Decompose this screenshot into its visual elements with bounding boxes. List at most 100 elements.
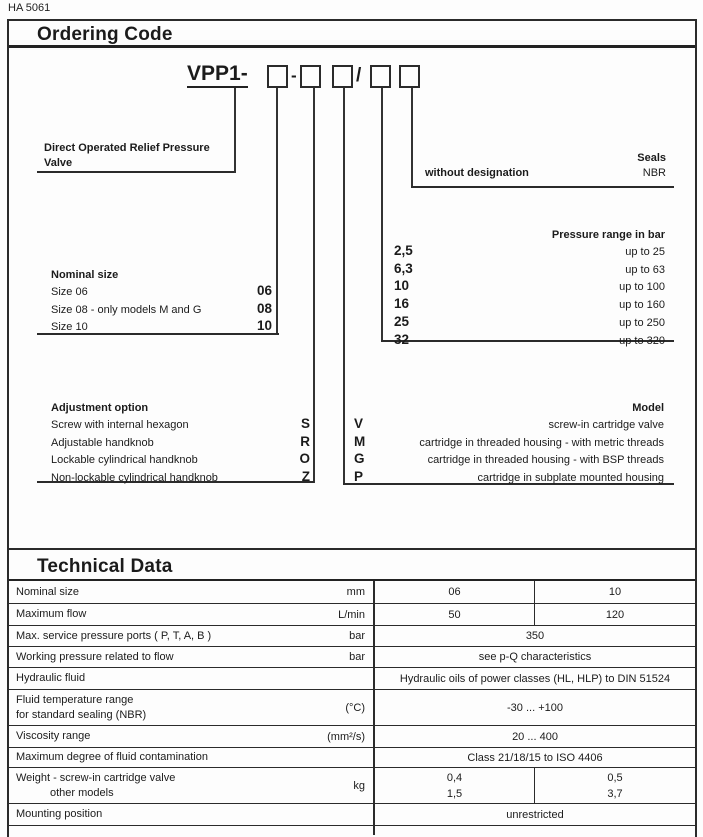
value-span: Hydraulic oils of power classes (HL, HLP… [399,672,671,685]
pressure-code: 2,5 [394,243,413,258]
param-unit: mm [346,586,365,598]
table-row-maximum-flow: Maximum flow L/min 50 120 [9,604,695,626]
valve-label-line1: Direct Operated Relief Pressure [44,142,210,154]
seals-header: Seals [637,152,666,164]
connector-line-nominal [276,88,278,335]
pressure-label: up to 100 [619,281,665,294]
pressure-row: 25 up to 250 [394,314,665,332]
nominal-code: 10 [256,318,272,333]
value-span: 20 ... 400 [512,730,558,743]
section-nominal-size: Nominal size Size 06 06 Size 08 - only m… [37,265,279,335]
value-span: 350 [525,630,545,642]
table-row-partial [9,826,695,835]
model-code: G [354,451,365,466]
pressure-row: 16 up to 160 [394,296,665,314]
pressure-row: 32 up to 320 [394,332,665,350]
param-unit: (mm²/s) [327,730,365,743]
seals-row: without designation NBR [425,166,666,181]
valve-label-line2: Valve [44,157,73,169]
adjustment-row: Lockable cylindrical handknob O [51,451,310,469]
adjustment-row: Adjustable handknob R [51,434,310,452]
connector-line-valve [234,88,236,173]
adjustment-label: Screw with internal hexagon [51,419,189,431]
nominal-code: 06 [256,283,272,298]
model-header: Model [632,402,664,414]
param-name: Viscosity range [16,730,91,742]
pressure-code: 25 [394,313,410,329]
pressure-code: 16 [394,296,410,312]
model-label: screw-in cartridge valve [548,419,664,431]
param-unit: (°C) [345,701,365,714]
nominal-label: Size 10 [51,321,88,333]
table-row-viscosity-range: Viscosity range (mm²/s) 20 ... 400 [9,726,695,748]
model-code: M [354,433,366,449]
value-span: see p-Q characteristics [478,651,592,663]
page-frame: Ordering Code VPP1- - / Direct Operated … [7,19,697,837]
seals-option-label: without designation [425,167,529,179]
adjustment-header: Adjustment option [51,402,149,414]
connector-line-adjustment [313,88,315,483]
pressure-label: up to 250 [619,316,665,329]
param-name: Mounting position [16,808,103,820]
code-slash: / [356,65,362,86]
section-pressure-range: Pressure range in bar 2,5 up to 25 6,3 u… [381,225,674,347]
model-label: cartridge in subplate mounted housing [477,471,664,484]
model-label: cartridge in threaded housing - with met… [419,436,664,449]
value-span: -30 ... +100 [507,701,563,714]
nominal-row: Size 08 - only models M and G 08 [51,301,272,319]
adjustment-label: Adjustable handknob [51,436,154,449]
code-box-2 [300,65,321,88]
param-name: Max. service pressure ports ( P, T, A, B… [16,629,212,642]
section-valve-label: Direct Operated Relief Pressure Valve [37,136,234,173]
code-box-4 [370,65,391,88]
nominal-label: Size 08 - only models M and G [51,303,202,316]
param-name: Working pressure related to flow [16,650,174,663]
section-adjustment-option: Adjustment option Screw with internal he… [37,398,314,484]
model-row: M cartridge in threaded housing - with m… [354,434,664,452]
adjustment-row: Screw with internal hexagon S [51,416,310,434]
technical-data-title: Technical Data [9,550,695,581]
table-row-max-service-pressure: Max. service pressure ports ( P, T, A, B… [9,626,695,647]
doc-number: HA 5061 [8,2,51,14]
value-size10: 10 [608,586,622,598]
value-span: Class 21/18/15 to ISO 4406 [467,751,603,764]
pressure-header: Pressure range in bar [551,229,665,241]
table-row-nominal-size: Nominal size mm 06 10 [9,581,695,604]
nominal-header: Nominal size [51,269,119,281]
table-row-hydraulic-fluid: Hydraulic fluid Hydraulic oils of power … [9,668,695,690]
connector-line-seals [411,88,413,188]
technical-table: Nominal size mm 06 10 Maximum flow L/min… [9,581,695,835]
value-size06: 06 [375,581,535,603]
adjustment-row: Non-lockable cylindrical handknob Z [51,469,310,487]
seals-option-code: NBR [642,167,666,179]
param-name-line2: for standard sealing (NBR) [16,708,147,721]
connector-line-pressure [381,88,383,342]
code-prefix: VPP1- [187,62,248,88]
param-name-line2: other models [50,786,114,799]
pressure-label: up to 25 [625,246,665,258]
table-row-mounting-position: Mounting position unrestricted [9,804,695,826]
code-dash: - [291,66,297,85]
table-row-working-pressure: Working pressure related to flow bar see… [9,647,695,668]
nominal-row: Size 10 10 [51,318,272,336]
adjustment-label: Lockable cylindrical handknob [51,454,198,466]
nominal-label: Size 06 [51,286,88,298]
pressure-label: up to 160 [619,299,665,312]
section-seals: Seals without designation NBR [411,148,674,188]
param-name: Weight - screw-in cartridge valve [16,771,176,784]
pressure-label: up to 63 [625,263,665,276]
pressure-code: 32 [394,331,410,347]
param-name: Nominal size [16,585,79,598]
pressure-code: 10 [394,278,410,294]
param-name: Maximum degree of fluid contamination [16,751,208,763]
ordering-code-title: Ordering Code [9,21,695,48]
adjustment-code: O [299,451,310,466]
param-name: Fluid temperature range [16,693,134,706]
code-box-5 [399,65,420,88]
code-box-3 [332,65,353,88]
adjustment-code: R [300,433,310,449]
table-row-fluid-temperature: Fluid temperature range for standard sea… [9,690,695,726]
param-unit: L/min [338,608,365,621]
section-model: Model V screw-in cartridge valve M cartr… [343,398,674,485]
model-code: P [354,468,364,484]
